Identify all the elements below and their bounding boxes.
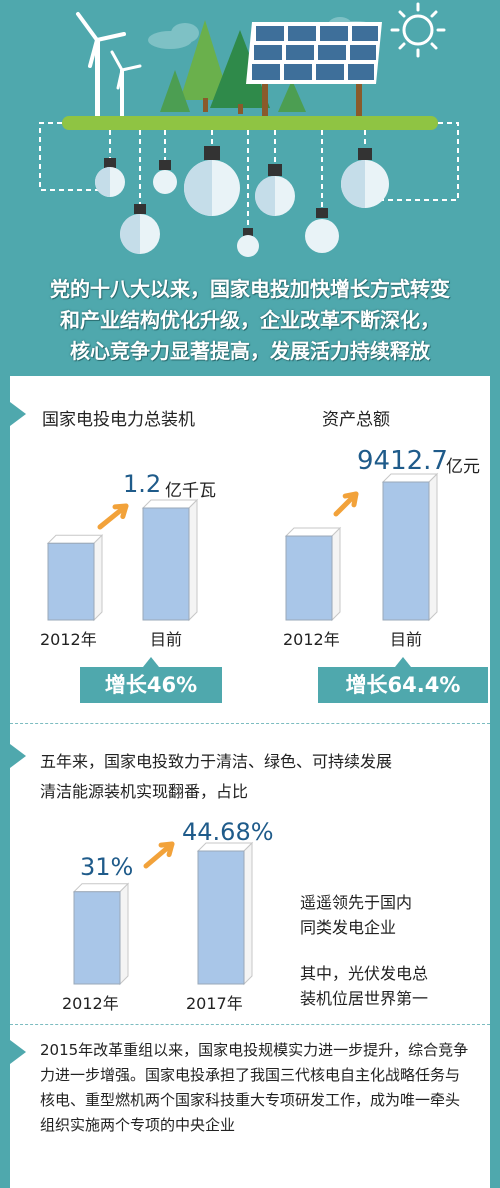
clean-x-label-0: 2012年 (62, 994, 119, 1013)
clean-note-2a: 其中，光伏发电总 (300, 964, 429, 983)
clean-intro-line-1: 五年来，国家电投致力于清洁、绿色、可持续发展 (40, 752, 393, 771)
section-marker-icon (10, 744, 26, 768)
assets-x-label-1: 目前 (390, 630, 423, 649)
headline-line-2: 和产业结构优化升级，企业改革不断深化， (60, 308, 440, 332)
assets-title: 资产总额 (322, 410, 390, 430)
section-marker-icon (10, 402, 26, 426)
growth-arrow-icon (333, 491, 359, 517)
capacity-bar-current-side (188, 498, 198, 622)
capacity-x-label-1: 目前 (150, 630, 183, 649)
growth-arrow-icon (97, 503, 129, 530)
growth-arrow-icon-head (342, 491, 359, 508)
assets-value-number: 9412.7 (357, 446, 448, 476)
clean-intro-line-2: 清洁能源装机实现翻番，占比 (40, 782, 249, 801)
headline: 党的十八大以来，国家电投加快增长方式转变 和产业结构优化升级，企业改革不断深化，… (0, 270, 500, 376)
assets-bar-2012-top (284, 527, 342, 537)
assets-value-unit: 亿元 (446, 457, 480, 477)
headline-line-3: 核心竞争力显著提高，发展活力持续释放 (70, 339, 430, 363)
growth-arrow-icon (143, 841, 175, 869)
wind-turbine-icon (76, 12, 142, 120)
capacity-bar-2012-side (93, 534, 103, 622)
assets-bar-current-top (381, 473, 439, 483)
capacity-x-label-0: 2012年 (40, 630, 97, 649)
light-bulb-icons (95, 146, 389, 257)
clean-bar-2012-top (72, 883, 130, 893)
assets-bar-2012-side (331, 526, 341, 622)
headline-line-1: 党的十八大以来，国家电投加快增长方式转变 (50, 277, 450, 301)
assets-bar-current (382, 481, 430, 621)
ground-bar (62, 116, 438, 130)
closing-paragraph: 2015年改革重组以来，国家电投规模实力进一步提升，综合竞争力进一步增强。国家电… (40, 1041, 469, 1134)
assets-growth-badge: 增长64.4% (318, 657, 488, 703)
capacity-bar-current-top (141, 499, 199, 509)
clean-bar-2012-side (119, 882, 129, 986)
clean-x-label-1: 2017年 (186, 994, 243, 1013)
wires (39, 122, 459, 230)
capacity-bar-2012 (47, 542, 95, 621)
assets-bar-2012 (285, 535, 333, 621)
capacity-growth-badge: 增长46% (80, 657, 222, 703)
clean-note-2b: 装机位居世界第一 (300, 989, 429, 1008)
assets-bar-current-side (428, 472, 438, 622)
clean-note-1a: 遥遥领先于国内 (300, 893, 413, 912)
sun-icon (390, 2, 446, 58)
hero-illustration (39, 2, 459, 257)
section-divider (10, 1024, 490, 1026)
assets-x-label-0: 2012年 (283, 630, 340, 649)
growth-arrow-icon-head (112, 503, 129, 520)
capacity-title: 国家电投电力总装机 (42, 410, 195, 430)
trees (160, 20, 306, 114)
clean-bar-2017-side (243, 841, 253, 986)
section-divider (10, 723, 490, 725)
clean-note-1b: 同类发电企业 (300, 918, 397, 937)
growth-arrow-icon-head (158, 841, 175, 858)
solar-panel-icon (246, 22, 382, 118)
clean-bar-2012 (73, 891, 121, 985)
section-marker-icon (10, 1040, 26, 1064)
capacity-value-number: 1.2 (123, 470, 162, 498)
capacity-value-unit: 亿千瓦 (165, 481, 216, 501)
capacity-bar-2012-top (46, 534, 104, 544)
capacity-bar-current (142, 507, 190, 621)
clean-2017-value: 44.68% (182, 818, 274, 846)
clean-bar-2017 (197, 850, 245, 985)
clean-2012-value: 31% (80, 853, 134, 881)
